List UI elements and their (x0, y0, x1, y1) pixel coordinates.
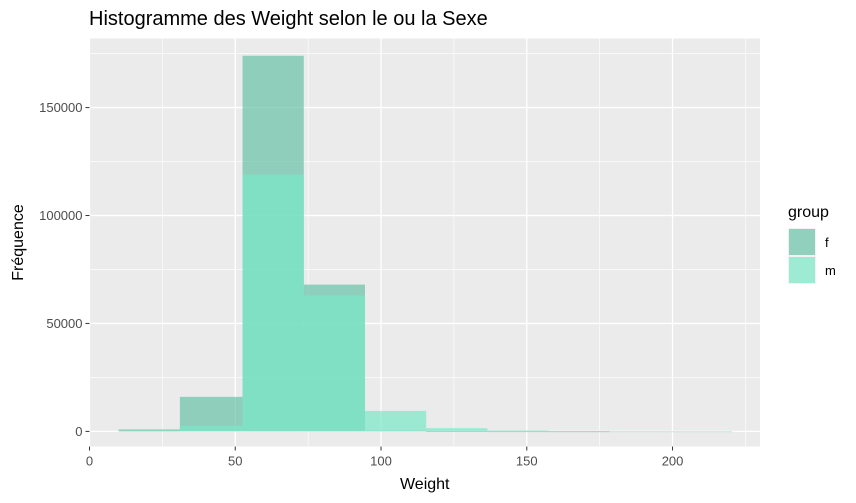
plot-panel (89, 38, 760, 447)
x-tick-label: 100 (370, 454, 392, 469)
legend-swatch-m (789, 257, 815, 283)
legend-swatch-f (789, 229, 815, 255)
bar-m-bin-6 (426, 428, 488, 432)
bar-m-bin-10 (671, 431, 733, 433)
histogram-bars (118, 55, 733, 433)
legend-items: fm (788, 228, 836, 284)
x-tick-label: 200 (662, 454, 684, 469)
legend-title: group (788, 204, 829, 221)
x-tick-label: 150 (516, 454, 538, 469)
y-axis: 0 50000 100000 150000 (39, 100, 90, 439)
bar-m-bin-9 (609, 431, 672, 433)
bar-m-bin-7 (487, 430, 549, 432)
bar-f-bin-7 (487, 431, 549, 433)
bar-f-bin-1 (118, 429, 180, 432)
bar-f-bin-2 (179, 396, 243, 432)
bar-m-bin-8 (548, 431, 610, 432)
legend: group fm (788, 204, 836, 284)
y-axis-title: Fréquence (10, 204, 27, 281)
bar-m-bin-4 (303, 295, 365, 432)
bar-m-bin-2 (179, 425, 243, 432)
bar-m-bin-3 (242, 174, 304, 432)
x-tick-label: 0 (86, 454, 93, 469)
legend-label-m: m (825, 263, 836, 278)
grid-minor (89, 38, 760, 447)
bar-f-bin-6 (426, 431, 488, 432)
legend-label-f: f (825, 235, 829, 250)
bar-m-bin-5 (364, 410, 427, 432)
y-tick-label: 50000 (46, 316, 82, 331)
y-tick-label: 100000 (39, 208, 82, 223)
y-tick-label: 0 (75, 424, 82, 439)
x-axis: 0 50 100 150 200 (86, 446, 684, 469)
y-tick-label: 150000 (39, 100, 82, 115)
bar-m-bin-1 (118, 430, 180, 432)
x-axis-title: Weight (400, 476, 450, 493)
chart-title: Histogramme des Weight selon le ou la Se… (89, 8, 488, 30)
x-tick-label: 50 (228, 454, 242, 469)
